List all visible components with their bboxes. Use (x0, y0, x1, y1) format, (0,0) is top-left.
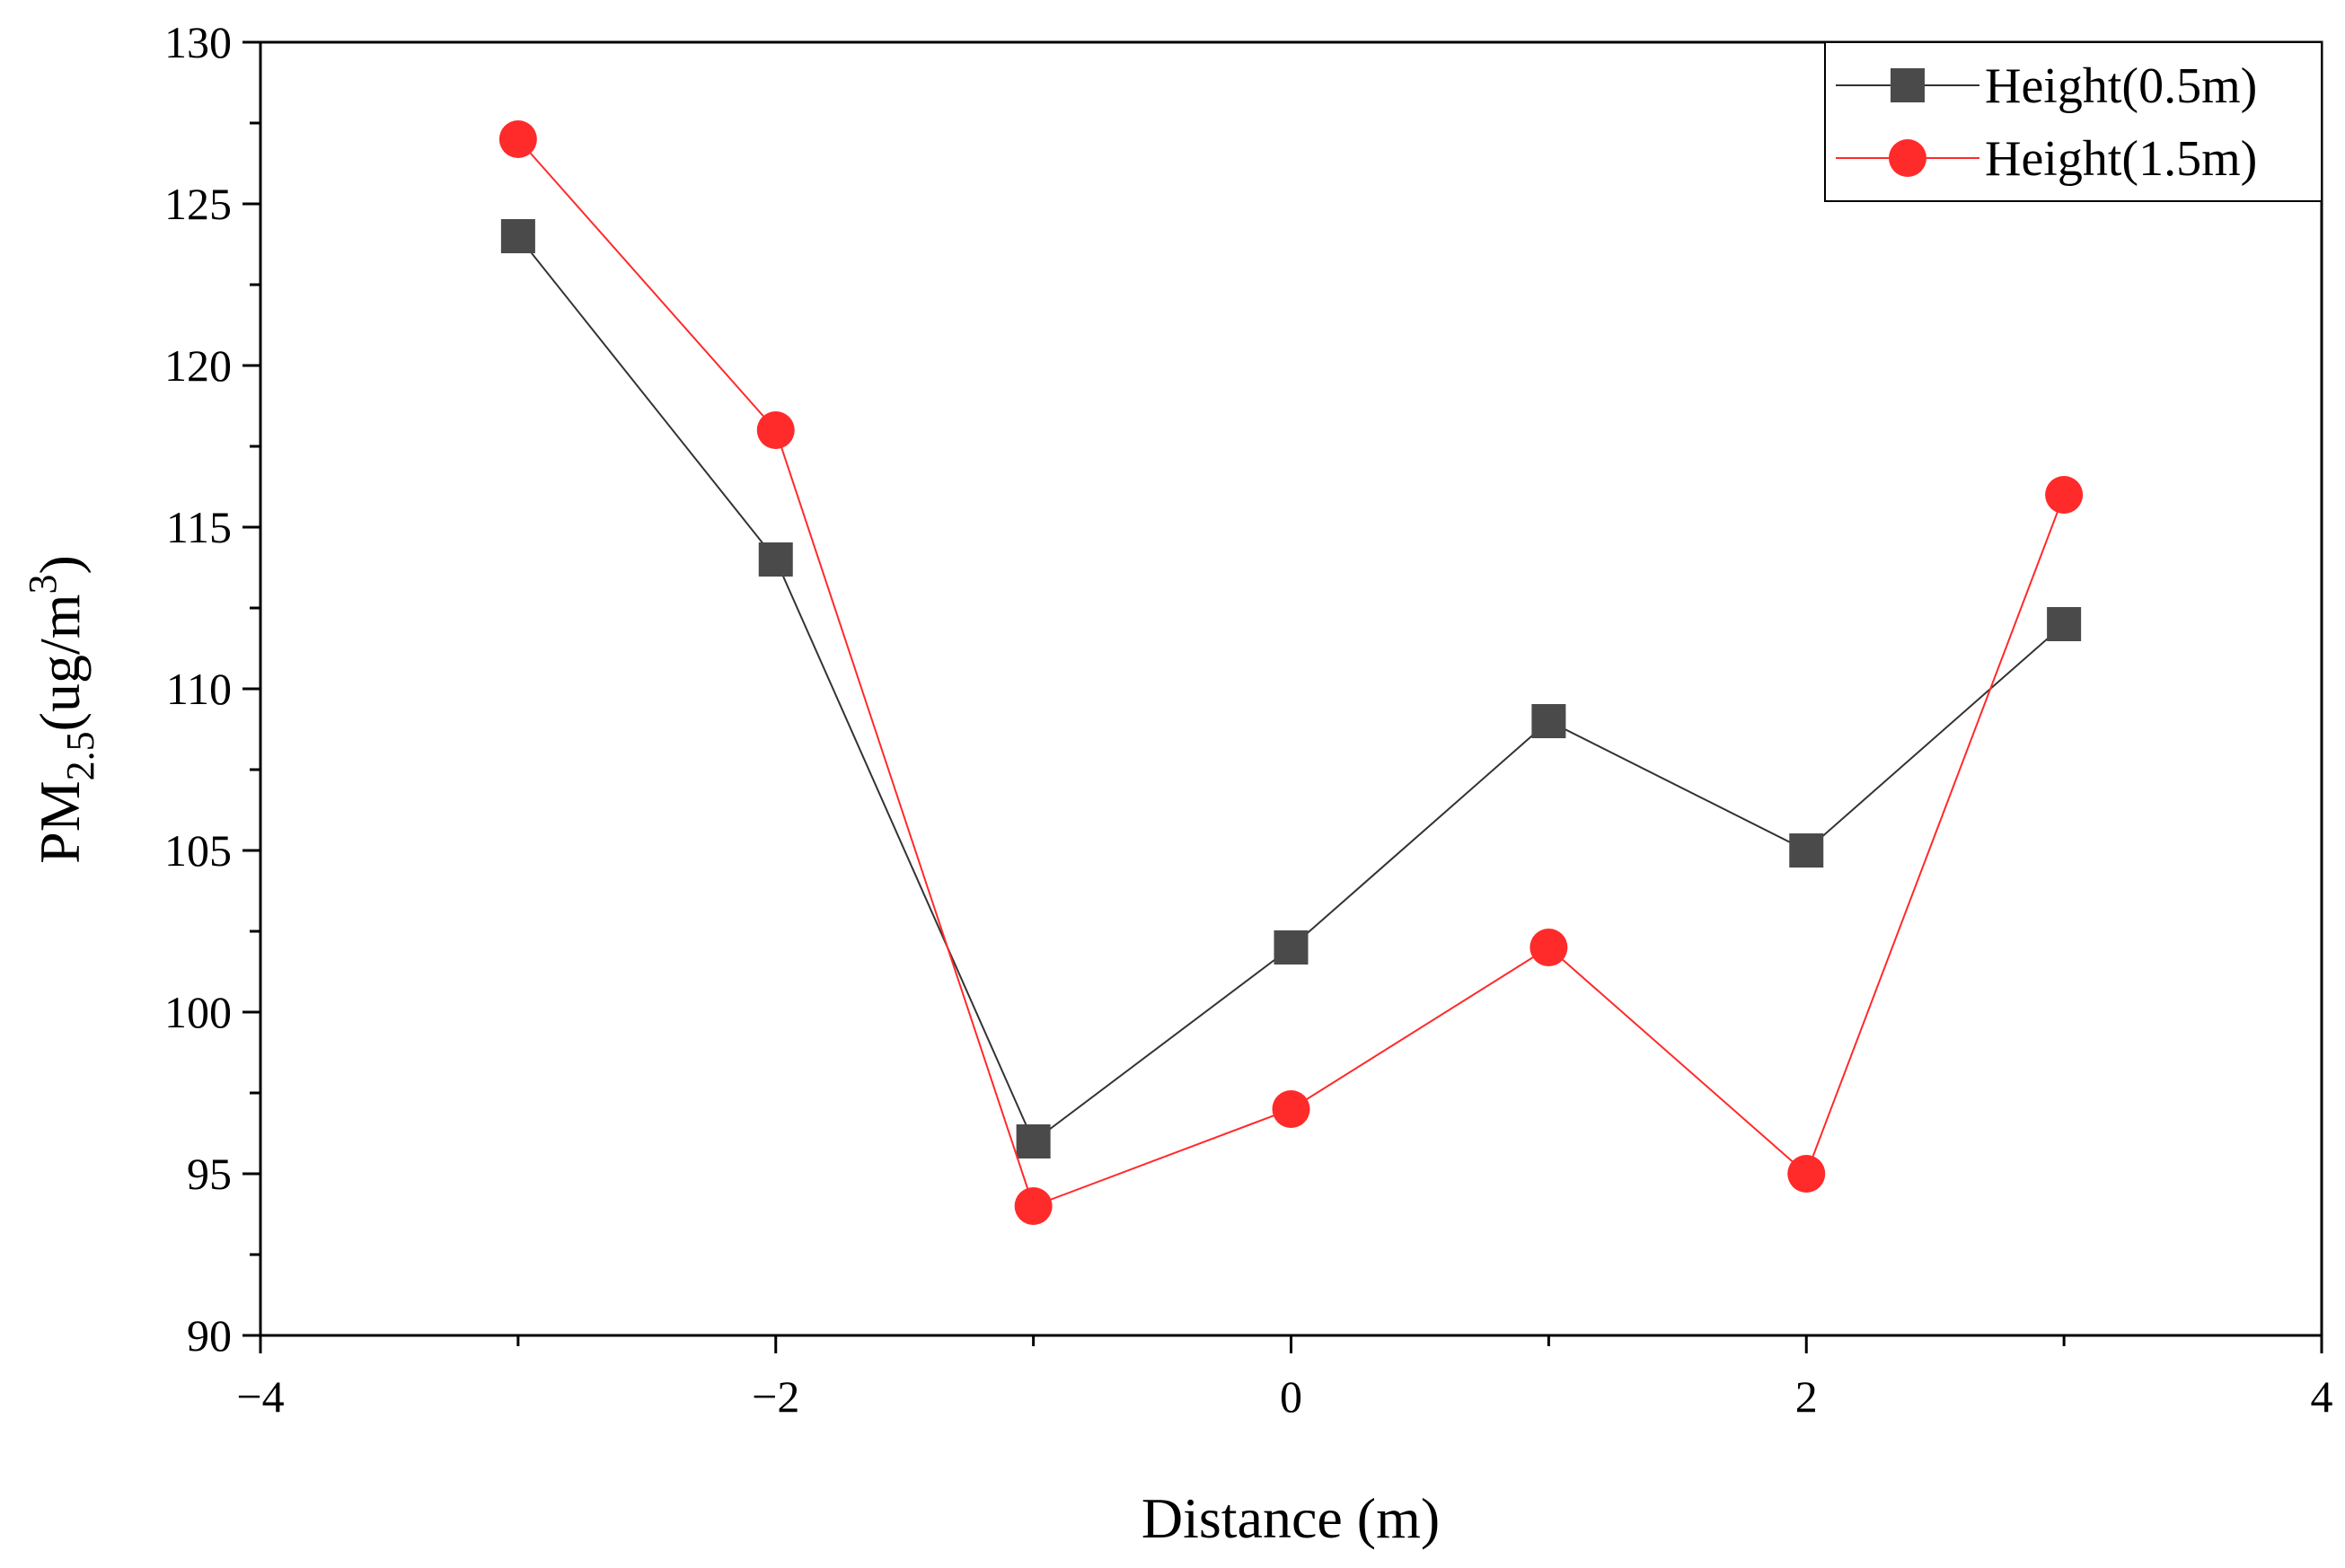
data-point (1016, 1124, 1051, 1158)
y-tick-label: 95 (187, 1149, 232, 1199)
y-axis-label-prefix: PM (28, 780, 92, 864)
legend-label: Height(0.5m) (1985, 58, 2257, 114)
y-tick-label: 100 (164, 987, 232, 1037)
y-tick-label: 90 (187, 1310, 232, 1361)
legend-marker (1891, 68, 1925, 102)
plot-frame (259, 40, 2323, 1337)
legend: Height(0.5m) Height(1.5m) (1824, 41, 2323, 202)
y-tick-label: 120 (164, 340, 232, 391)
series-line (517, 138, 2066, 1208)
legend-label: Height(1.5m) (1985, 131, 2257, 187)
x-tick-label: 4 (2311, 1371, 2333, 1422)
series-2 (498, 120, 2084, 1225)
y-axis-label-unit: (ug/m (28, 594, 92, 731)
data-point (500, 219, 535, 253)
y-tick-label: 105 (164, 825, 232, 876)
legend-item: Height(1.5m) (1836, 131, 2257, 187)
data-point (2045, 476, 2084, 514)
y-axis-label-close: ) (28, 555, 92, 574)
y-axis-label: PM2.5(ug/m3) (21, 555, 102, 864)
axes: −4 −2 0 2 4 90 95 100 105 110 115 120 125 130 (164, 17, 2333, 1422)
legend-marker (1889, 139, 1926, 177)
x-tick-label: −2 (752, 1371, 799, 1422)
x-tick-label: 0 (1280, 1371, 1302, 1422)
x-axis-label: Distance (m) (1142, 1486, 1440, 1550)
y-axis-label-superscript: 3 (21, 574, 65, 594)
data-point (1530, 929, 1568, 966)
series-layer (498, 120, 2084, 1225)
data-point (1272, 1090, 1310, 1128)
data-point (758, 542, 793, 577)
y-tick-label: 130 (164, 17, 232, 67)
data-point (1531, 704, 1566, 738)
y-axis-label-subscript: 2.5 (58, 731, 102, 780)
data-point (756, 411, 795, 449)
series-1 (500, 219, 2082, 1158)
x-tick-label: 2 (1795, 1371, 1818, 1422)
data-point (1274, 930, 1309, 965)
data-point (1789, 833, 1824, 868)
legend-item: Height(0.5m) (1836, 58, 2257, 114)
y-tick-label: 110 (166, 664, 232, 714)
data-point (1787, 1155, 1826, 1193)
data-point (498, 120, 537, 158)
data-point (2047, 607, 2082, 641)
x-tick-label: −4 (236, 1371, 284, 1422)
series-line (517, 235, 2065, 1143)
y-tick-label: 115 (166, 502, 232, 552)
y-tick-label: 125 (164, 179, 232, 229)
data-point (1014, 1187, 1053, 1225)
